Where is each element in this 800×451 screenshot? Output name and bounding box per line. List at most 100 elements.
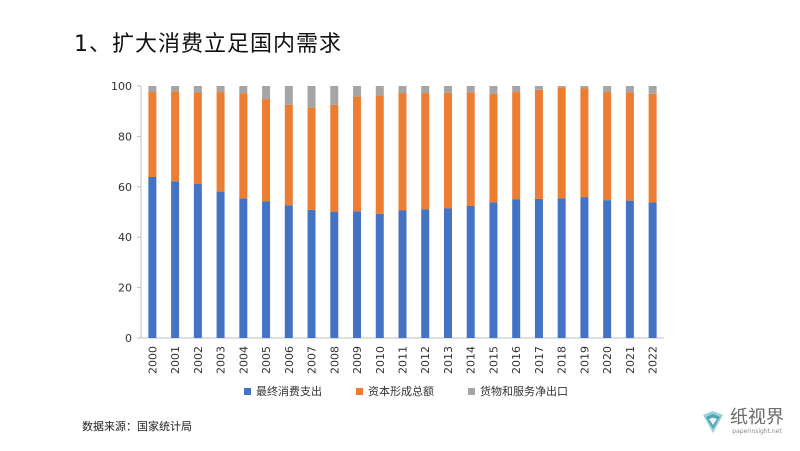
x-tick-label: 2009 <box>351 346 364 374</box>
bar-segment-capital <box>262 99 271 202</box>
bar-segment-capital <box>353 96 362 212</box>
logo-url: paperinsight.net <box>732 428 782 435</box>
bar-segment-consumption <box>648 202 657 338</box>
x-tick-label: 2015 <box>487 346 500 374</box>
x-tick-label: 2022 <box>647 346 660 374</box>
x-tick-label: 2002 <box>192 346 205 374</box>
x-tick-label: 2000 <box>146 346 159 374</box>
bar-segment-capital <box>398 93 407 211</box>
bar-segment-net-export <box>375 86 384 96</box>
x-tick-label: 2011 <box>397 346 410 374</box>
chart-legend: 最终消费支出 资本形成总额 货物和服务净出口 <box>244 383 568 399</box>
bar-segment-net-export <box>489 86 498 94</box>
x-tick-label: 2004 <box>237 346 250 374</box>
bar-segment-net-export <box>625 86 634 93</box>
x-tick-label: 2021 <box>624 346 637 374</box>
page-title: 1、扩大消费立足国内需求 <box>74 32 342 57</box>
bar-segment-capital <box>648 93 657 203</box>
bar-segment-capital <box>512 92 521 200</box>
bar-segment-net-export <box>534 86 543 90</box>
x-tick-label: 2018 <box>556 346 569 374</box>
bar-segment-capital <box>557 87 566 199</box>
x-tick-label: 2010 <box>374 346 387 374</box>
bar-segment-net-export <box>171 86 180 92</box>
bar-segment-capital <box>580 88 589 198</box>
bar-segment-consumption <box>330 212 339 338</box>
bar-segment-consumption <box>625 200 634 338</box>
logo-name: 纸视界 <box>730 407 784 428</box>
x-tick-label: 2019 <box>578 346 591 374</box>
legend-swatch-net-export <box>468 387 475 395</box>
bar-segment-consumption <box>284 205 293 338</box>
bar-segment-net-export <box>193 86 202 93</box>
x-tick-label: 2003 <box>215 346 228 374</box>
legend-item-net-export: 货物和服务净出口 <box>468 383 568 399</box>
x-tick-label: 2020 <box>601 346 614 374</box>
bar-segment-capital <box>239 93 248 199</box>
legend-item-capital: 资本形成总额 <box>356 383 434 399</box>
bar-segment-capital <box>421 93 430 210</box>
y-tick-label: 80 <box>118 130 132 143</box>
y-tick-label: 20 <box>118 282 132 295</box>
bar-segment-capital <box>307 107 316 210</box>
bar-segment-consumption <box>375 213 384 338</box>
bar-segment-net-export <box>421 86 430 94</box>
y-tick-label: 0 <box>125 332 132 345</box>
bar-segment-consumption <box>421 209 430 338</box>
bar-segment-consumption <box>353 211 362 338</box>
x-tick-label: 2001 <box>169 346 182 374</box>
bar-segment-consumption <box>307 209 316 338</box>
bar-segment-capital <box>443 92 452 209</box>
bar-segment-net-export <box>353 86 362 97</box>
bar-segment-consumption <box>443 208 452 338</box>
bar-segment-capital <box>284 104 293 206</box>
legend-swatch-capital <box>356 387 363 395</box>
bar-segment-capital <box>171 91 180 182</box>
bar-segment-net-export <box>648 86 657 94</box>
x-tick-label: 2017 <box>533 346 546 374</box>
y-tick-label: 100 <box>111 80 132 93</box>
bar-segment-consumption <box>239 198 248 338</box>
bar-segment-consumption <box>580 197 589 338</box>
bar-segment-consumption <box>534 198 543 338</box>
bar-segment-net-export <box>557 86 566 88</box>
bar-segment-net-export <box>398 86 407 94</box>
bar-segment-consumption <box>557 198 566 338</box>
x-tick-label: 2013 <box>442 346 455 374</box>
legend-label-capital: 资本形成总额 <box>368 385 434 398</box>
bar-segment-net-export <box>603 86 612 93</box>
x-tick-label: 2006 <box>283 346 296 374</box>
bar-segment-consumption <box>148 176 157 338</box>
legend-label-net-export: 货物和服务净出口 <box>480 385 568 398</box>
bar-segment-consumption <box>603 200 612 338</box>
bar-segment-net-export <box>466 86 475 93</box>
bar-segment-capital <box>603 92 612 201</box>
bar-segment-consumption <box>466 205 475 338</box>
bar-segment-consumption <box>512 199 521 338</box>
bar-segment-capital <box>489 93 498 203</box>
legend-item-consumption: 最终消费支出 <box>244 383 322 399</box>
bar-segment-net-export <box>443 86 452 93</box>
logo-icon <box>703 410 723 433</box>
legend-swatch-consumption <box>244 387 251 395</box>
bar-segment-capital <box>625 92 634 201</box>
bar-segment-capital <box>330 104 339 212</box>
bar-segment-net-export <box>284 86 293 105</box>
bar-segment-consumption <box>262 201 271 338</box>
data-source-note: 数据来源：国家统计局 <box>82 420 192 433</box>
legend-label-consumption: 最终消费支出 <box>256 385 322 398</box>
bar-segment-capital <box>466 92 475 206</box>
bar-segment-capital <box>375 95 384 214</box>
bar-segment-net-export <box>239 86 248 94</box>
brand-logo: 纸视界 paperinsight.net <box>700 408 784 435</box>
x-tick-label: 2005 <box>260 346 273 374</box>
x-tick-label: 2008 <box>328 346 341 374</box>
y-tick-label: 40 <box>118 231 132 244</box>
bar-segment-capital <box>216 92 225 192</box>
x-tick-label: 2014 <box>465 346 478 374</box>
bar-segment-net-export <box>580 86 589 89</box>
bar-segment-consumption <box>216 191 225 338</box>
bar-segment-capital <box>148 92 157 177</box>
bar-segment-net-export <box>148 86 157 93</box>
bar-segment-capital <box>193 92 202 185</box>
